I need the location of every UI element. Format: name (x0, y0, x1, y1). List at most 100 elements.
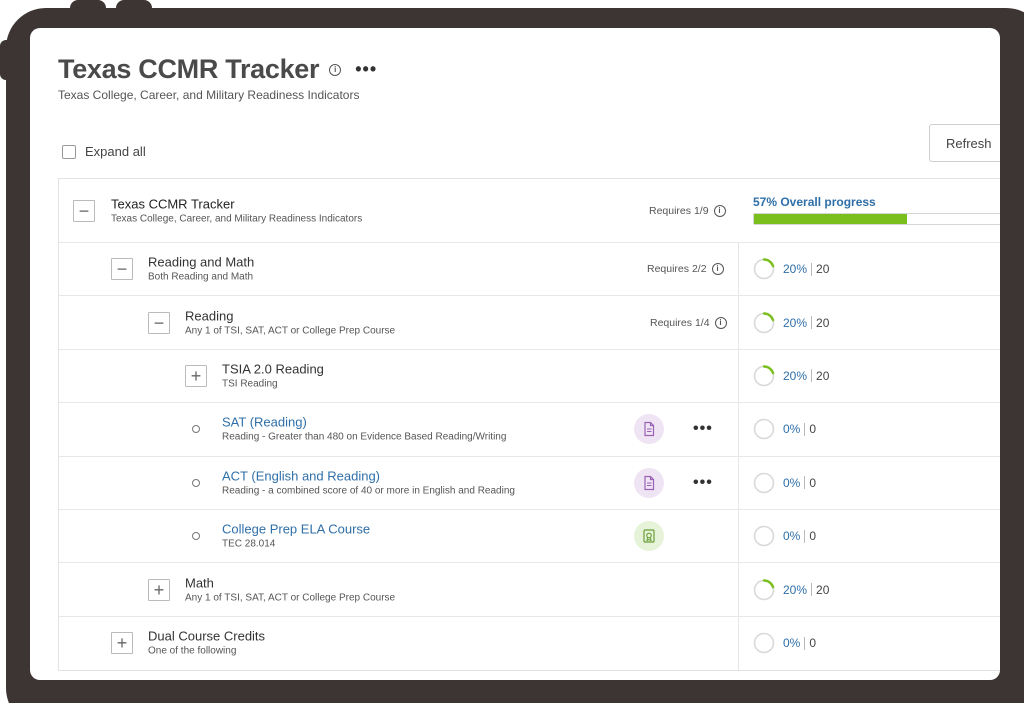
bullet-icon (192, 425, 200, 434)
expand-toggle[interactable]: + (148, 578, 170, 601)
percent-label: 0% (783, 636, 801, 651)
minus-icon: − (153, 312, 165, 333)
row-description: Any 1 of TSI, SAT, ACT or College Prep C… (185, 592, 396, 604)
column-divider (738, 349, 739, 403)
progress-cell: 0% 0 (753, 472, 816, 494)
separator (811, 262, 813, 276)
minus-icon: − (78, 200, 90, 221)
document-icon[interactable] (634, 467, 664, 498)
tree-row-root: − Texas CCMR Tracker Texas College, Care… (59, 179, 1000, 243)
row-title: Math (185, 575, 214, 591)
row-description: Reading - Greater than 480 on Evidence B… (222, 431, 507, 443)
row-title-link[interactable]: SAT (Reading) (222, 414, 307, 430)
progress-ring-icon (753, 311, 775, 334)
more-options-icon[interactable]: ••• (355, 59, 378, 79)
column-divider (738, 456, 739, 509)
row-text: College Prep ELA Course TEC 28.014 (222, 521, 370, 552)
collapse-toggle[interactable]: − (73, 199, 95, 222)
tree-row-college-prep-ela: College Prep ELA Course TEC 28.014 0% 0 (59, 509, 1000, 564)
certificate-icon[interactable] (634, 521, 664, 552)
row-title: Reading (185, 308, 234, 324)
plus-icon: + (116, 633, 128, 654)
tree-row-reading: − Reading Any 1 of TSI, SAT, ACT or Coll… (59, 296, 1000, 350)
progress-ring-icon (753, 258, 775, 280)
row-title: TSIA 2.0 Reading (222, 361, 324, 377)
column-divider (738, 509, 739, 563)
row-text: Dual Course Credits One of the following (148, 628, 265, 659)
plus-icon: + (153, 579, 165, 600)
separator (811, 583, 813, 597)
points-value: 20 (816, 368, 830, 383)
row-title: Dual Course Credits (148, 628, 266, 644)
separator (804, 636, 806, 650)
overall-progress: 57% Overall progress (753, 195, 1000, 225)
row-text: Texas CCMR Tracker Texas College, Career… (111, 195, 362, 226)
progress-ring-icon (753, 472, 775, 494)
column-divider (738, 243, 739, 296)
column-divider (738, 296, 739, 349)
progress-ring-icon (753, 365, 775, 387)
progress-ring-icon (753, 633, 775, 654)
row-description: Both Reading and Math (148, 271, 254, 283)
column-divider (738, 563, 739, 616)
progress-cell: 0% 0 (753, 418, 816, 440)
expand-all-toggle[interactable]: Expand all (62, 144, 146, 159)
info-icon[interactable]: i (329, 63, 342, 76)
tree-row-math: + Math Any 1 of TSI, SAT, ACT or College… (59, 563, 1000, 617)
row-description: Any 1 of TSI, SAT, ACT or College Prep C… (185, 325, 396, 337)
row-more-options-icon[interactable]: ••• (693, 473, 713, 491)
row-text: Reading Any 1 of TSI, SAT, ACT or Colleg… (185, 307, 395, 338)
percent-label: 0% (783, 475, 801, 490)
separator (804, 422, 806, 436)
overall-progress-bar (753, 213, 1000, 225)
expand-toggle[interactable]: + (185, 364, 207, 387)
expand-toggle[interactable]: + (111, 632, 133, 655)
info-icon[interactable]: i (711, 263, 724, 276)
tree-row-tsia-reading: + TSIA 2.0 Reading TSI Reading 20% 20 (59, 349, 1000, 404)
row-title: Reading and Math (148, 254, 255, 270)
expand-all-checkbox[interactable] (62, 144, 76, 159)
info-icon[interactable]: i (713, 204, 726, 217)
row-description: One of the following (148, 645, 237, 657)
points-value: 0 (809, 529, 817, 544)
row-text: SAT (Reading) Reading - Greater than 480… (222, 414, 506, 445)
collapse-toggle[interactable]: − (111, 258, 133, 281)
bullet-icon (192, 478, 200, 487)
percent-label: 0% (783, 422, 801, 437)
row-more-options-icon[interactable]: ••• (693, 420, 713, 438)
refresh-button[interactable]: Refresh (929, 124, 1000, 162)
collapse-toggle[interactable]: − (148, 311, 170, 334)
bullet-icon (192, 532, 200, 541)
points-value: 20 (816, 262, 830, 277)
requires-label: Requires 1/4 i (650, 316, 727, 329)
info-icon[interactable]: i (714, 316, 727, 329)
points-value: 20 (816, 582, 830, 597)
progress-cell: 0% 0 (753, 632, 816, 654)
separator (804, 529, 806, 543)
points-value: 20 (816, 315, 830, 330)
overall-progress-fill (754, 214, 907, 224)
minus-icon: − (116, 259, 128, 280)
progress-cell: 20% 20 (753, 311, 830, 334)
progress-cell: 20% 20 (753, 365, 829, 387)
row-title-link[interactable]: ACT (English and Reading) (222, 468, 381, 484)
document-icon[interactable] (634, 414, 664, 445)
requires-text: Requires 1/9 (649, 204, 709, 217)
tree-row-reading-and-math: − Reading and Math Both Reading and Math… (59, 243, 1000, 297)
progress-cell: 20% 20 (753, 578, 830, 601)
points-value: 0 (809, 422, 817, 437)
row-description: TEC 28.014 (222, 538, 276, 550)
screen: Texas CCMR Tracker i ••• Texas College, … (30, 28, 1000, 680)
percent-label: 20% (783, 368, 808, 383)
plus-icon: + (190, 365, 202, 386)
tree-row-dual-course-credits: + Dual Course Credits One of the followi… (59, 616, 1000, 671)
points-value: 0 (809, 636, 817, 651)
row-description: TSI Reading (222, 378, 278, 390)
row-title-link[interactable]: College Prep ELA Course (222, 521, 371, 537)
row-text: TSIA 2.0 Reading TSI Reading (222, 360, 324, 391)
tree-row-act-english-reading: ACT (English and Reading) Reading - a co… (59, 456, 1000, 510)
row-text: Math Any 1 of TSI, SAT, ACT or College P… (185, 574, 395, 605)
column-divider (738, 616, 739, 671)
row-text: Reading and Math Both Reading and Math (148, 254, 254, 285)
points-value: 0 (809, 475, 817, 490)
